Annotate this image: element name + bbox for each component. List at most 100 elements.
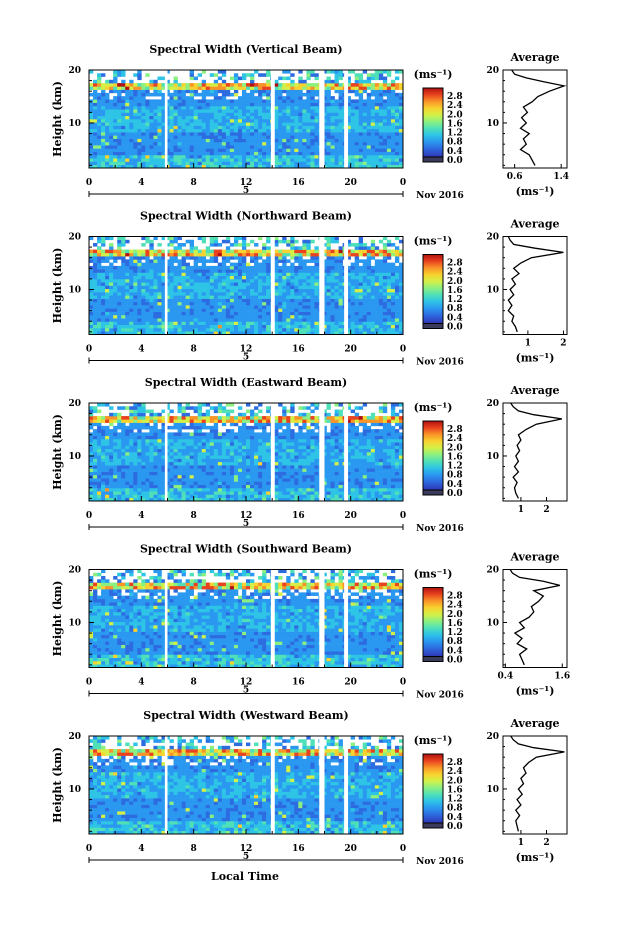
colorbar-floor [422, 822, 444, 829]
avg-x-tick-label: 2 [543, 505, 549, 515]
y-tick-label: 10 [68, 119, 81, 129]
data-gap [270, 403, 275, 501]
y-tick-label: 20 [68, 233, 81, 243]
x-tick-label: 20 [344, 345, 357, 355]
heatmap-cells [89, 569, 404, 668]
colorbar-tick-label: 1.6 [447, 286, 463, 296]
y-axis-label: Height (km) [51, 248, 64, 324]
data-gap [164, 236, 168, 335]
colorbar-tick-label: 0.8 [447, 804, 463, 814]
x-axis-label: Local Time [211, 870, 279, 883]
x-tick-label: 20 [344, 844, 357, 854]
x-tick-label: 12 [240, 345, 253, 355]
data-gap [344, 70, 349, 168]
date-label: Nov 2016 [416, 358, 464, 368]
avg-y-tick-label: 10 [486, 119, 499, 129]
y-tick-label: 20 [68, 399, 81, 409]
heatmap-cells [89, 736, 404, 835]
x-tick-label: 0 [86, 678, 92, 688]
x-tick-label: 0 [86, 178, 92, 188]
x-tick-label: 20 [344, 178, 357, 188]
x-tick-label: 16 [292, 345, 305, 355]
x-tick-label: 4 [138, 345, 144, 355]
x-tick-label: 16 [292, 511, 305, 521]
data-gap [319, 736, 325, 834]
x-tick-label: 0 [400, 511, 406, 521]
colorbar-tick-label: 2.4 [447, 767, 463, 777]
y-tick-label: 10 [68, 285, 81, 295]
data-gap [270, 736, 275, 834]
x-tick-label: 12 [240, 511, 253, 521]
average-frame [502, 402, 568, 502]
panel-title: Spectral Width (Eastward Beam) [145, 376, 347, 389]
colorbar-floor [422, 656, 444, 662]
colorbar-tick-label: 1.2 [447, 129, 463, 139]
data-gap [344, 736, 349, 834]
day-label: 5 [243, 519, 249, 529]
colorbar [422, 87, 444, 163]
avg-y-tick-label: 20 [486, 732, 499, 742]
colorbar-tick-label: 2.8 [447, 758, 463, 768]
colorbar-tick-label: 0.8 [447, 304, 463, 314]
x-tick-label: 20 [344, 678, 357, 688]
x-tick-label: 4 [138, 511, 144, 521]
colorbar-tick-label: 0.0 [447, 323, 463, 333]
heatmap-cells [89, 236, 404, 335]
x-tick-label: 0 [86, 511, 92, 521]
average-frame [502, 569, 568, 668]
avg-y-tick-label: 20 [486, 399, 499, 409]
avg-x-tick-label: 1.4 [553, 172, 569, 182]
average-profile-line [507, 236, 564, 333]
colorbar-tick-label: 1.2 [447, 628, 463, 638]
x-tick-label: 0 [400, 178, 406, 188]
average-title: Average [509, 384, 559, 397]
colorbar-unit: (ms⁻¹) [414, 68, 453, 81]
colorbar-tick-label: 1.2 [447, 295, 463, 305]
colorbar-tick-label: 2.4 [447, 601, 463, 611]
avg-x-axis-label: (ms⁻¹) [516, 851, 555, 864]
y-tick-label: 10 [68, 452, 81, 462]
x-tick-label: 12 [240, 844, 253, 854]
data-gap [344, 236, 349, 335]
x-tick-label: 8 [191, 511, 197, 521]
x-tick-label: 16 [292, 178, 305, 188]
data-gap [319, 569, 325, 668]
colorbar-tick-label: 0.8 [447, 637, 463, 647]
colorbar-tick-label: 0.0 [447, 822, 463, 832]
colorbar-tick-label: 0.4 [447, 813, 463, 823]
day-label: 5 [243, 186, 249, 196]
day-label: 5 [243, 353, 249, 363]
colorbar [422, 420, 444, 496]
avg-y-tick-label: 20 [486, 566, 499, 576]
average-title: Average [509, 717, 559, 730]
colorbar-unit: (ms⁻¹) [414, 401, 453, 414]
avg-x-axis-label: (ms⁻¹) [516, 185, 555, 198]
colorbar-floor [422, 156, 444, 163]
data-gap [319, 236, 325, 335]
panel-5: Spectral Width (Westward Beam)0 4 8 12 16 20 0… [51, 709, 568, 867]
colorbar-tick-label: 2.0 [447, 776, 463, 786]
colorbar-tick-label: 0.4 [447, 313, 463, 323]
colorbar-tick-label: 0.4 [447, 147, 463, 157]
panel-3: Spectral Width (Eastward Beam) 0 4 8 12 16 20 0… [51, 376, 568, 534]
x-tick-label: 0 [400, 345, 406, 355]
x-tick-label: 16 [292, 678, 305, 688]
data-gap [344, 569, 349, 668]
date-label: Nov 2016 [416, 857, 464, 867]
y-tick-label: 10 [68, 618, 81, 628]
day-label: 5 [243, 852, 249, 862]
data-gap [270, 569, 275, 668]
colorbar-unit: (ms⁻¹) [414, 568, 453, 581]
colorbar-unit: (ms⁻¹) [414, 734, 453, 747]
average-frame [502, 236, 568, 335]
colorbar-tick-label: 2.0 [447, 443, 463, 453]
colorbar-tick-label: 0.0 [447, 656, 463, 666]
colorbar-tick-label: 2.0 [447, 610, 463, 620]
avg-x-axis-label: (ms⁻¹) [516, 352, 555, 365]
heatmap-cells [89, 70, 404, 169]
colorbar-tick-label: 1.6 [447, 785, 463, 795]
avg-y-tick-label: 10 [486, 785, 499, 795]
y-axis-label: Height (km) [51, 581, 64, 657]
avg-y-tick-label: 20 [486, 233, 499, 243]
